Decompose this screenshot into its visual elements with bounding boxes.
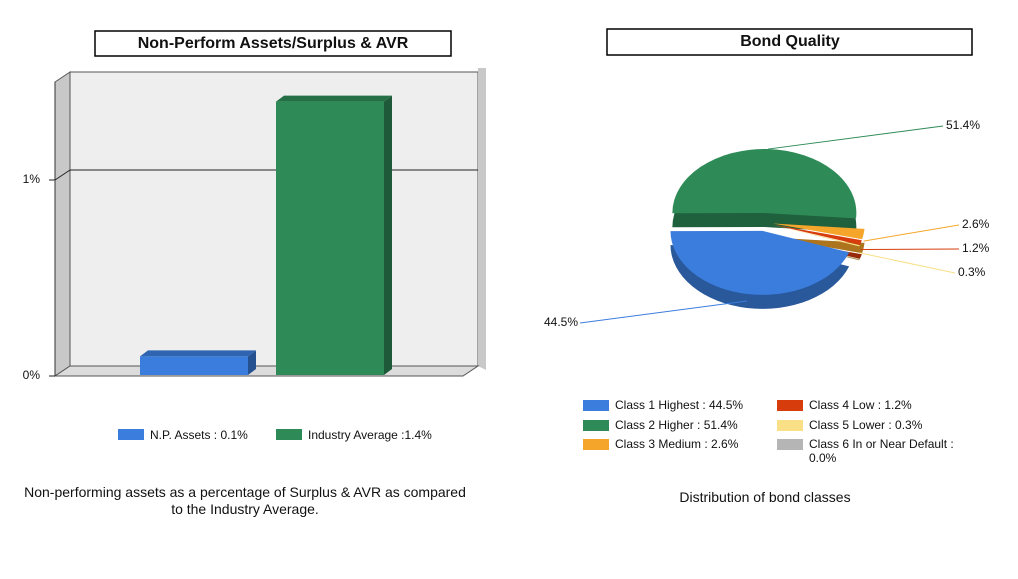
data-label: 51.4% [946,118,980,132]
leader-line [860,248,960,251]
slice [772,224,860,247]
data-label: 2.6% [962,217,990,231]
legend-swatch [777,400,803,411]
slice [672,149,857,219]
legend-label: Class 1 Highest : 44.5% [615,398,744,412]
bar [140,356,248,375]
back-wall [69,71,479,367]
slice [670,230,850,295]
legend-label: Class 4 Low : 1.2% [809,398,912,412]
title-box [94,30,452,57]
grid-line [54,169,71,181]
bar-top [276,95,392,102]
leader-line [863,224,960,242]
chart-title: Bond Quality [740,33,840,50]
y-tick-label: 0% [23,368,41,382]
bar-side [248,350,256,375]
caption: Non-performing assets as a percentage of… [24,484,466,517]
legend-label: Industry Average :1.4% [308,428,432,442]
caption: Distribution of bond classes [679,489,851,505]
bar [276,101,384,375]
legend-label: Class 6 In or Near Default : 0.0% [809,437,954,465]
bar-side [384,95,392,375]
legend-label: Class 5 Lower : 0.3% [809,418,923,432]
legend-swatch [118,429,144,440]
legend-swatch [583,439,609,450]
data-label: 44.5% [544,315,578,329]
legend-swatch [583,400,609,411]
y-tick-label: 1% [23,172,41,186]
wall-edge [478,68,486,370]
legend-label: N.P. Assets : 0.1% [150,428,248,442]
legend-swatch [777,420,803,431]
legend-label: Class 2 Higher : 51.4% [615,418,738,432]
title-box [606,28,973,56]
leader-line [768,125,944,150]
legend-swatch [777,439,803,450]
data-label: 1.2% [962,241,990,255]
chart-title: Non-Perform Assets/Surplus & AVR [138,35,409,52]
bar-top [140,350,256,357]
data-label: 0.3% [958,265,986,279]
slice [772,223,865,240]
legend-swatch [583,420,609,431]
leader-line [579,300,748,324]
slice [772,224,862,245]
leader-line [859,252,956,274]
side-wall [54,71,71,377]
legend-swatch [276,429,302,440]
floor [53,365,480,377]
legend-label: Class 3 Medium : 2.6% [615,437,739,451]
